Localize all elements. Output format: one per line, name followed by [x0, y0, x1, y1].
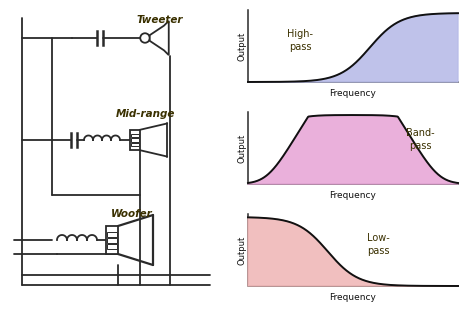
Text: Output: Output [237, 32, 246, 61]
Text: Band-
pass: Band- pass [406, 128, 435, 151]
Text: Frequency: Frequency [329, 293, 376, 302]
Text: High-
pass: High- pass [288, 29, 313, 52]
Bar [107, 243, 117, 248]
Text: Woofer: Woofer [111, 209, 153, 219]
Bar [131, 138, 138, 142]
Circle shape [140, 33, 150, 43]
Text: Tweeter: Tweeter [137, 15, 183, 25]
Polygon shape [150, 21, 169, 55]
Text: Output: Output [237, 133, 246, 163]
Bar [107, 231, 117, 236]
Text: Mid-range: Mid-range [115, 109, 175, 119]
Text: Output: Output [237, 235, 246, 265]
Bar [130, 130, 140, 150]
Polygon shape [248, 217, 458, 286]
Text: Frequency: Frequency [329, 191, 376, 200]
Bar [131, 143, 138, 146]
Text: Frequency: Frequency [329, 88, 376, 98]
Text: Low-
pass: Low- pass [367, 233, 390, 256]
Bar [107, 238, 117, 243]
Polygon shape [248, 115, 458, 184]
Polygon shape [248, 13, 458, 82]
Bar [131, 133, 138, 137]
Bar [106, 226, 118, 254]
